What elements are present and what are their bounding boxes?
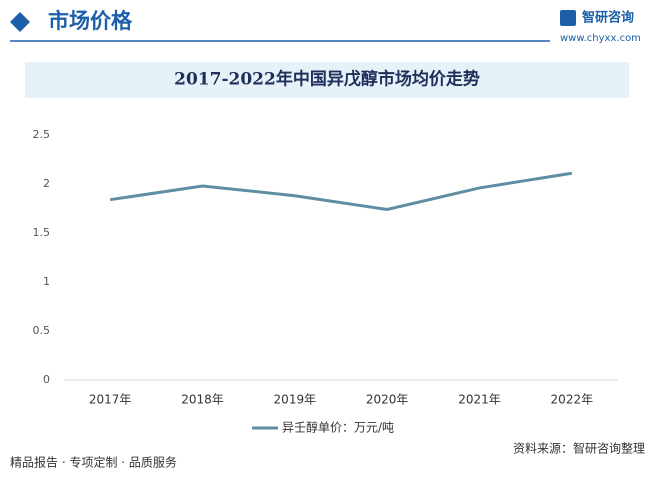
section-title: 市场价格 <box>48 9 133 33</box>
x-tick-label: 2019年 <box>274 393 317 407</box>
x-tick-label: 2022年 <box>551 393 594 407</box>
chart-title-box <box>25 62 629 98</box>
x-tick-label: 2017年 <box>89 393 132 407</box>
brand-logo <box>560 10 576 26</box>
y-tick-label: 1 <box>43 275 50 288</box>
y-tick-label: 2.5 <box>33 128 51 141</box>
y-tick-label: 1.5 <box>33 226 51 239</box>
y-tick-label: 0.5 <box>33 324 51 337</box>
chart-title: 2017-2022年中国异戊醇市场均价走势 <box>174 69 480 90</box>
header-icon <box>10 12 30 32</box>
brand-site: www.chyxx.com <box>560 33 641 44</box>
y-tick-label: 2 <box>43 177 50 190</box>
x-tick-label: 2020年 <box>366 393 409 407</box>
footer-left: 精品报告 · 专项定制 · 品质服务 <box>10 455 177 470</box>
legend-label: 异壬醇单价：万元/吨 <box>282 420 394 435</box>
x-tick-label: 2018年 <box>181 393 224 407</box>
x-tick-label: 2021年 <box>458 393 501 407</box>
line-series <box>109 171 573 212</box>
y-tick-label: 0 <box>43 373 50 386</box>
footer-right: 资料来源：智研咨询整理 <box>513 441 645 456</box>
plot: 0 0.5 1 1.5 2 2.5 2017年 2018年 2019年 2020年 2021年 202… <box>33 128 594 435</box>
brand-name: 智研咨询 <box>582 10 634 26</box>
